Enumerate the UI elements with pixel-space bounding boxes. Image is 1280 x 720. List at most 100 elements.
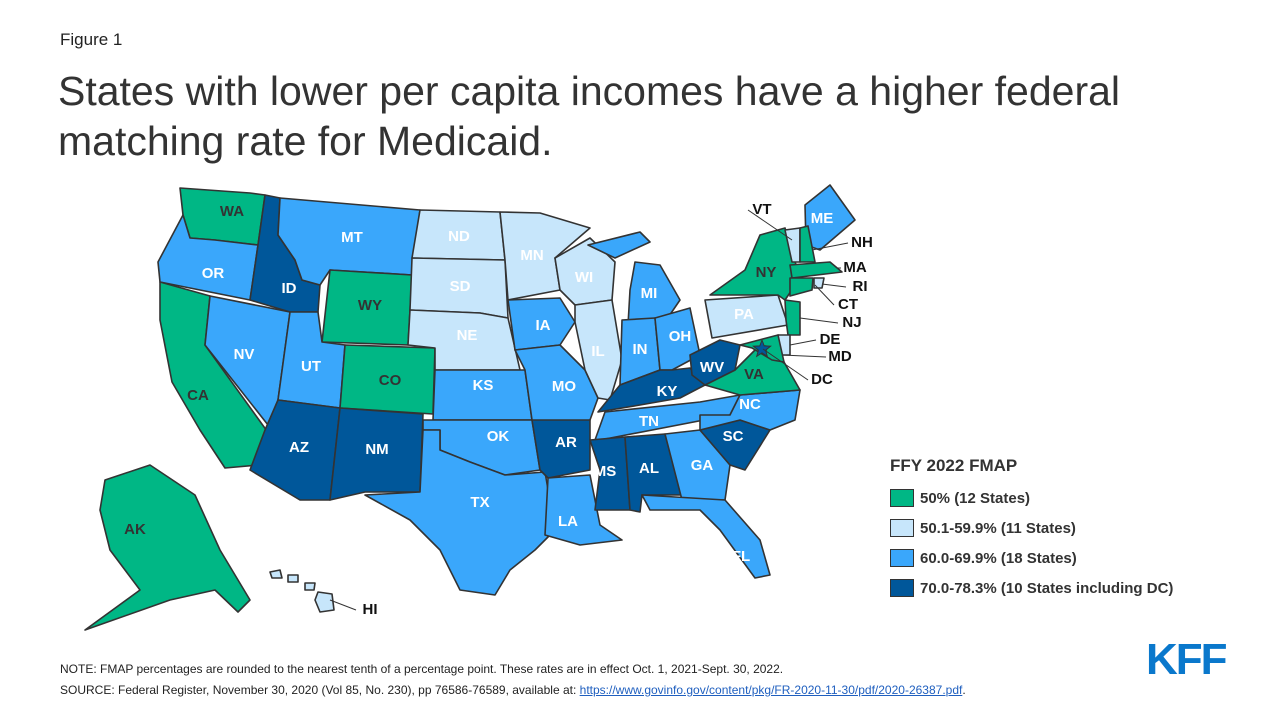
state-label-ny: NY: [756, 264, 777, 281]
kff-logo: KFF: [1146, 635, 1228, 684]
state-ia: [507, 297, 576, 351]
state-label-md: MD: [828, 348, 851, 365]
state-wv: [689, 339, 741, 386]
callout-line: [762, 348, 809, 381]
state-ar: [531, 419, 591, 479]
state-label-id: ID: [282, 280, 297, 297]
legend: FFY 2022 FMAP 50% (12 States) 50.1-59.9%…: [890, 456, 1173, 608]
state-label-wv: WV: [700, 359, 724, 376]
state-label-dc: DC: [811, 371, 833, 388]
state-label-vt: VT: [752, 201, 771, 218]
state-label-co: CO: [379, 372, 402, 389]
legend-title: FFY 2022 FMAP: [890, 456, 1018, 475]
state-label-ca: CA: [187, 387, 209, 404]
state-label-oh: OH: [669, 328, 692, 345]
state-label-az: AZ: [289, 439, 309, 456]
state-label-tx: TX: [470, 494, 489, 511]
callout-line: [789, 339, 817, 346]
legend-item-c4: 70.0-78.3% (10 States including DC): [890, 578, 1173, 598]
callout-line: [799, 317, 839, 324]
callout-line: [747, 209, 793, 241]
state-ms: [589, 436, 631, 511]
state-label-in: IN: [633, 341, 648, 358]
state-label-nv: NV: [234, 346, 255, 363]
state-label-ak: AK: [124, 521, 146, 538]
legend-swatch: [890, 489, 914, 507]
state-label-nd: ND: [448, 228, 470, 245]
state-hi: [304, 582, 316, 591]
legend-swatch: [890, 549, 914, 567]
state-ak: [84, 464, 251, 631]
footnotes: NOTE: FMAP percentages are rounded to th…: [60, 659, 966, 701]
state-label-hi: HI: [363, 601, 378, 618]
state-label-ri: RI: [853, 278, 868, 295]
legend-swatch: [890, 519, 914, 537]
legend-swatch: [890, 579, 914, 597]
state-nm: [329, 407, 424, 501]
legend-item-c3: 60.0-69.9% (18 States): [890, 548, 1173, 568]
figure-label: Figure 1: [60, 30, 123, 49]
state-label-nj: NJ: [842, 314, 861, 331]
state-label-al: AL: [639, 460, 659, 477]
state-label-la: LA: [558, 513, 578, 530]
state-label-fl: FL: [732, 548, 750, 565]
state-nc: [699, 389, 801, 431]
state-label-ky: KY: [657, 383, 678, 400]
source-text: SOURCE: Federal Register, November 30, 2…: [60, 680, 966, 701]
legend-label: 50% (12 States): [920, 489, 1031, 507]
callout-line: [781, 354, 827, 358]
state-label-mo: MO: [552, 378, 576, 395]
state-hi: [287, 574, 299, 583]
state-oh: [654, 307, 701, 371]
source-link[interactable]: https://www.govinfo.gov/content/pkg/FR-2…: [579, 683, 963, 697]
callout-line: [811, 242, 849, 251]
state-label-mt: MT: [341, 229, 363, 246]
legend-label: 70.0-78.3% (10 States including DC): [920, 579, 1174, 597]
state-hi: [314, 591, 335, 613]
state-label-va: VA: [744, 366, 764, 383]
state-label-mn: MN: [520, 247, 543, 264]
legend-item-c1: 50% (12 States): [890, 488, 1173, 508]
state-ri: [813, 277, 825, 289]
state-mi: [587, 231, 651, 259]
state-ga: [664, 429, 731, 501]
callout-line: [814, 284, 835, 306]
state-label-sd: SD: [450, 278, 471, 295]
state-label-mi: MI: [641, 285, 658, 302]
legend-item-c2: 50.1-59.9% (11 States): [890, 518, 1173, 538]
state-label-ms: MS: [594, 463, 617, 480]
state-la: [544, 474, 623, 546]
state-label-ia: IA: [536, 317, 551, 334]
state-hi: [269, 569, 283, 579]
state-label-ne: NE: [457, 327, 478, 344]
state-ct: [789, 277, 814, 297]
callout-line: [329, 599, 357, 611]
state-il: [574, 299, 623, 401]
state-label-wy: WY: [358, 297, 382, 314]
state-label-wi: WI: [575, 269, 593, 286]
source-prefix: SOURCE: Federal Register, November 30, 2…: [60, 683, 580, 697]
state-label-me: ME: [811, 210, 834, 227]
state-label-ga: GA: [691, 457, 714, 474]
page-title: States with lower per capita incomes hav…: [58, 68, 1121, 164]
dc-star-icon: [752, 338, 772, 358]
state-label-ma: MA: [843, 259, 866, 276]
state-label-de: DE: [820, 331, 841, 348]
state-label-ok: OK: [487, 428, 510, 445]
state-ma: [789, 261, 843, 279]
state-tx: [364, 429, 556, 596]
state-label-ct: CT: [838, 296, 858, 313]
state-label-nc: NC: [739, 396, 761, 413]
state-label-or: OR: [202, 265, 225, 282]
state-label-nh: NH: [851, 234, 873, 251]
state-label-wa: WA: [220, 203, 244, 220]
state-label-ar: AR: [555, 434, 577, 451]
state-label-il: IL: [591, 343, 604, 360]
note-text: NOTE: FMAP percentages are rounded to th…: [60, 662, 784, 676]
source-suffix: .: [962, 683, 966, 697]
legend-label: 50.1-59.9% (11 States): [920, 519, 1076, 537]
state-nj: [784, 299, 801, 336]
state-label-ut: UT: [301, 358, 321, 375]
